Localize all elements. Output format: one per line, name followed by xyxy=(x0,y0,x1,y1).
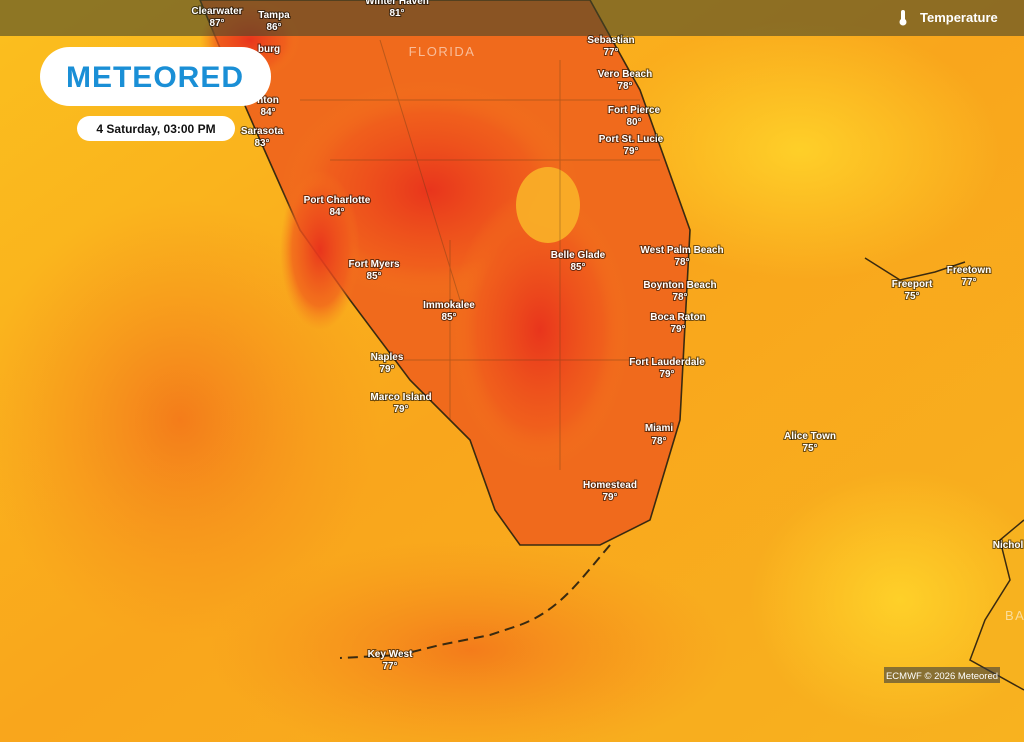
city-temp: 84° xyxy=(260,107,275,118)
grand-bahama xyxy=(864,257,966,281)
heat-field xyxy=(450,190,630,470)
city-name: Fort Lauderdale xyxy=(629,357,705,368)
city-temp: 84° xyxy=(329,207,344,218)
city-name: Boca Raton xyxy=(650,312,706,323)
region-label: FLORIDA xyxy=(409,44,476,59)
city-name: Clearwater xyxy=(191,6,242,17)
city-name: Freeport xyxy=(892,279,933,290)
region-label: BAHA xyxy=(1005,608,1024,623)
city-name: Port St. Lucie xyxy=(599,134,664,145)
city-name: Fort Myers xyxy=(348,259,400,270)
city-temp: 75° xyxy=(802,443,817,454)
city-name: Miami xyxy=(645,423,674,434)
city-name: Homestead xyxy=(583,480,637,491)
city-temp: 78° xyxy=(617,81,632,92)
city-temp: 78° xyxy=(674,257,689,268)
florida-keys xyxy=(339,544,611,659)
roads xyxy=(300,39,660,470)
city-temp: 77° xyxy=(603,47,618,58)
city-name: Winter Haven xyxy=(365,0,429,7)
city-name: Tampa xyxy=(258,10,290,21)
city-name: Freetown xyxy=(947,265,991,276)
city-name: Alice Town xyxy=(784,431,836,442)
top-bar xyxy=(0,0,1024,36)
city-name: Key West xyxy=(368,649,414,660)
city-temp: 78° xyxy=(672,292,687,303)
city-temp: 75° xyxy=(904,291,919,302)
logo: METEORED xyxy=(66,61,244,94)
logo-pill xyxy=(40,47,271,106)
lake-okeechobee xyxy=(516,167,580,243)
attribution: ECMWF © 2026 Meteored xyxy=(886,671,998,682)
city-temp: 77° xyxy=(382,661,397,672)
layer-title[interactable]: Temperature xyxy=(920,10,998,25)
heat-field xyxy=(210,540,730,742)
heat-field xyxy=(0,200,380,640)
attribution-bg xyxy=(884,667,1000,683)
city-name: Fort Pierce xyxy=(608,105,661,116)
city-temp: 79° xyxy=(659,369,674,380)
city-temp: 79° xyxy=(623,146,638,157)
heat-field xyxy=(750,470,1024,730)
city-name: Naples xyxy=(371,352,404,363)
city-temp: 85° xyxy=(570,262,585,273)
city-temp: 83° xyxy=(254,138,269,149)
date-pill xyxy=(77,116,235,141)
city-temp: 79° xyxy=(393,404,408,415)
city-temp: 80° xyxy=(626,117,641,128)
city-name: Vero Beach xyxy=(598,69,652,80)
city-name: Immokalee xyxy=(423,300,475,311)
heat-field xyxy=(600,20,1000,280)
city-temp: 87° xyxy=(209,18,224,29)
city-temp: 85° xyxy=(366,271,381,282)
city-name: Sarasota xyxy=(241,126,284,137)
city-name: Port Charlotte xyxy=(304,195,371,206)
date: 4 Saturday, 03:00 PM xyxy=(96,122,215,136)
city-name: Nichol xyxy=(993,540,1024,551)
city-temp: 78° xyxy=(651,436,666,447)
city-temp: 81° xyxy=(389,8,404,19)
thermometer-icon xyxy=(899,10,907,26)
city-name: Sebastian xyxy=(587,35,634,46)
heat-field xyxy=(280,170,360,330)
city-temp: 79° xyxy=(602,492,617,503)
city-name: West Palm Beach xyxy=(640,245,723,256)
city-temp: 79° xyxy=(379,364,394,375)
city-name: burg xyxy=(258,44,280,55)
bahamas-coast xyxy=(969,519,1024,691)
city-name: Belle Glade xyxy=(551,250,606,261)
city-temp: 85° xyxy=(441,312,456,323)
city-temp: 86° xyxy=(266,22,281,33)
city-name: Marco Island xyxy=(370,392,431,403)
city-temp: 77° xyxy=(961,277,976,288)
city-temp: 79° xyxy=(670,324,685,335)
city-name: Boynton Beach xyxy=(643,280,716,291)
coastline xyxy=(199,0,691,546)
